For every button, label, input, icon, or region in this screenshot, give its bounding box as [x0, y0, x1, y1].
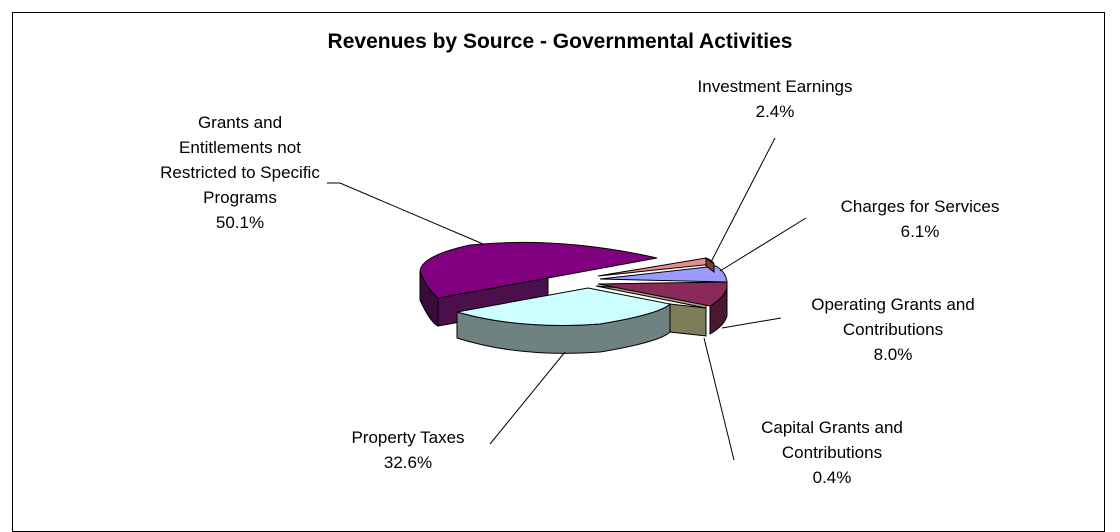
slice-label-charges-services: Charges for Services 6.1% — [841, 197, 1000, 241]
leader-line-operating-grants — [721, 317, 782, 329]
slice-label-line: Grants and — [198, 113, 282, 132]
pie-slice-grants-entitlements — [419, 241, 658, 299]
slice-label-line: Entitlements not — [179, 138, 301, 157]
slice-label-operating-grants: Operating Grants and Contributions 8.0% — [811, 295, 974, 364]
pie-slice-operating-grants — [597, 281, 728, 307]
slice-label-property-taxes: Property Taxes 32.6% — [351, 428, 464, 472]
slice-label-line: 50.1% — [216, 213, 264, 232]
slice-label-line: Capital Grants and — [761, 418, 903, 437]
pie-side-capital-grants — [669, 303, 707, 337]
slice-label-line: 0.4% — [813, 468, 852, 487]
slice-label-line: 32.6% — [384, 453, 432, 472]
leader-line-charges-services — [719, 217, 807, 272]
slice-label-line: Contributions — [843, 320, 943, 339]
pie-chart: Investment Earnings 2.4% Charges for Servi… — [160, 77, 1000, 487]
slice-label-line: Restricted to Specific — [160, 163, 320, 182]
slice-label-line: Property Taxes — [351, 428, 464, 447]
chart-title: Revenues by Source - Governmental Activi… — [327, 30, 793, 53]
pie-slice-property-taxes — [456, 287, 672, 326]
slice-label-line: 6.1% — [901, 222, 940, 241]
slice-label-grants-entitlements: Grants and Entitlements not Restricted to … — [160, 113, 320, 232]
leader-line-capital-grants — [703, 337, 735, 461]
slice-label-investment-earnings: Investment Earnings 2.4% — [698, 77, 853, 121]
slice-label-capital-grants: Capital Grants and Contributions 0.4% — [761, 418, 903, 487]
leader-line-investment-earnings — [710, 137, 776, 263]
leader-line-property-taxes — [489, 351, 566, 445]
pie-slice-charges-services — [599, 265, 728, 283]
slice-label-line: 2.4% — [756, 102, 795, 121]
slice-label-line: Investment Earnings — [698, 77, 853, 96]
slice-label-line: Charges for Services — [841, 197, 1000, 216]
leader-line-grants-entitlements — [327, 182, 484, 245]
slice-label-line: Operating Grants and — [811, 295, 974, 314]
slice-label-line: Contributions — [782, 443, 882, 462]
slice-label-line: 8.0% — [874, 345, 913, 364]
slice-label-line: Programs — [203, 188, 277, 207]
